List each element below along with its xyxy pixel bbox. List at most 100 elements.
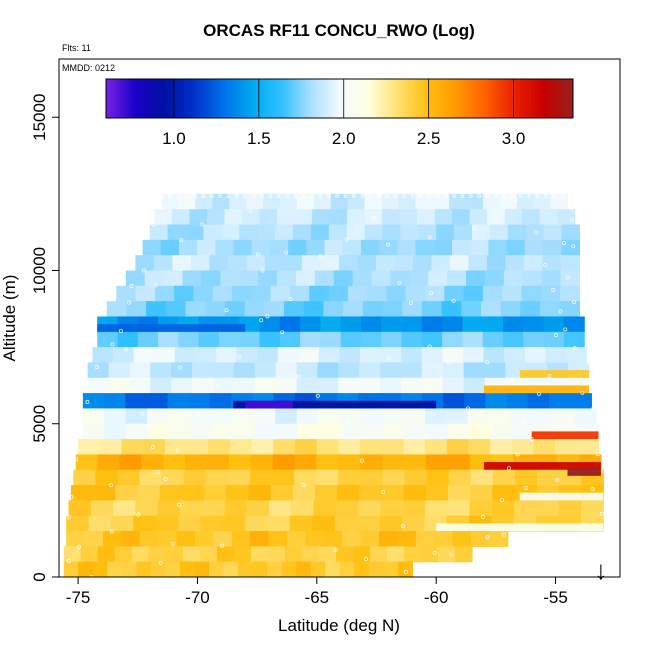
heat-cell xyxy=(309,285,330,302)
heat-cell xyxy=(447,270,467,287)
heat-cell xyxy=(211,423,234,440)
sample-point xyxy=(142,268,146,273)
heat-cell xyxy=(338,377,360,394)
heat-cell xyxy=(357,515,381,532)
heat-cell xyxy=(505,255,525,272)
sample-point xyxy=(400,523,405,528)
heat-cell xyxy=(159,485,183,501)
heat-cell xyxy=(277,347,299,364)
heat-cell xyxy=(470,469,494,486)
sample-point xyxy=(561,241,566,246)
heat-cell xyxy=(193,285,214,302)
heat-cell xyxy=(232,285,252,302)
sample-point xyxy=(333,547,338,552)
heat-cell xyxy=(301,546,320,563)
heat-cell xyxy=(252,561,268,577)
heat-cell xyxy=(244,301,265,318)
heat-cell xyxy=(292,224,312,241)
sample-point xyxy=(481,515,485,519)
sample-point xyxy=(386,242,391,247)
sample-point xyxy=(558,309,563,314)
heat-cell xyxy=(115,485,139,501)
heat-cell xyxy=(557,209,576,226)
sample-point xyxy=(506,466,511,471)
heat-cell xyxy=(147,408,170,425)
heat-cell xyxy=(66,515,90,532)
heat-cell xyxy=(269,500,292,517)
heat-cell xyxy=(182,546,201,563)
sample-point xyxy=(594,423,599,427)
heat-cell xyxy=(189,209,208,226)
heat-cell xyxy=(527,393,550,410)
heat-cell xyxy=(233,546,252,563)
heat-cell xyxy=(484,270,505,287)
heat-cell xyxy=(491,423,514,440)
sample-point xyxy=(489,422,494,427)
heat-cell xyxy=(275,362,298,379)
heat-cell xyxy=(511,439,535,455)
sample-point xyxy=(145,423,150,428)
heat-cell xyxy=(139,531,159,547)
heat-cell xyxy=(239,270,259,287)
heat-cell xyxy=(543,316,565,333)
heat-row xyxy=(106,301,581,318)
heat-cell xyxy=(378,531,398,547)
heat-cell xyxy=(125,393,148,410)
heat-cell xyxy=(382,469,406,486)
heat-highlight xyxy=(245,400,293,409)
heat-cell xyxy=(347,193,366,210)
heat-highlight xyxy=(483,385,589,394)
heat-cell xyxy=(328,285,349,302)
heat-cell xyxy=(400,377,423,394)
heat-cell xyxy=(251,439,274,455)
heat-cell xyxy=(294,454,318,471)
heat-cell xyxy=(224,500,248,517)
heat-cell xyxy=(482,285,503,302)
heat-cell xyxy=(540,301,561,318)
heat-cell xyxy=(401,331,423,348)
heat-cell xyxy=(397,531,417,547)
heat-cell xyxy=(150,362,172,379)
sample-point xyxy=(502,194,506,199)
heat-highlight xyxy=(436,523,604,532)
heat-cell xyxy=(357,255,377,272)
heat-cell xyxy=(185,224,205,241)
heat-cell xyxy=(520,301,541,318)
heat-cell xyxy=(487,209,506,226)
heat-cell xyxy=(325,561,341,577)
heat-cell xyxy=(537,469,560,486)
heat-cell xyxy=(452,209,471,226)
sample-point xyxy=(224,308,229,313)
heat-row xyxy=(73,469,604,486)
sample-point xyxy=(85,400,90,404)
heat-cell xyxy=(463,377,486,394)
heat-cell xyxy=(469,500,493,517)
sample-point xyxy=(196,412,201,417)
sample-point xyxy=(515,452,520,457)
heat-cell xyxy=(239,224,258,241)
heat-cell xyxy=(442,316,464,333)
sample-point xyxy=(466,406,470,411)
heat-cell xyxy=(514,469,538,486)
heat-cell xyxy=(506,239,526,256)
heat-cell xyxy=(137,485,161,501)
heat-cell xyxy=(425,500,448,517)
heat-cell xyxy=(560,255,581,272)
heat-cell xyxy=(352,546,371,563)
sample-point xyxy=(327,194,331,199)
heat-row xyxy=(149,224,581,241)
heat-cell xyxy=(338,469,361,486)
sample-point xyxy=(77,544,82,549)
heat-cell xyxy=(523,331,545,348)
sample-point xyxy=(310,194,314,199)
heat-cell xyxy=(259,209,278,226)
heat-cell xyxy=(283,255,303,272)
heat-cell xyxy=(296,362,319,379)
heat-cell xyxy=(121,439,144,455)
heat-cell xyxy=(415,239,435,256)
heat-cell xyxy=(248,485,272,501)
heat-cell xyxy=(352,270,373,287)
heat-cell xyxy=(161,469,185,486)
heat-cell xyxy=(215,239,235,256)
heat-cell xyxy=(212,377,235,394)
